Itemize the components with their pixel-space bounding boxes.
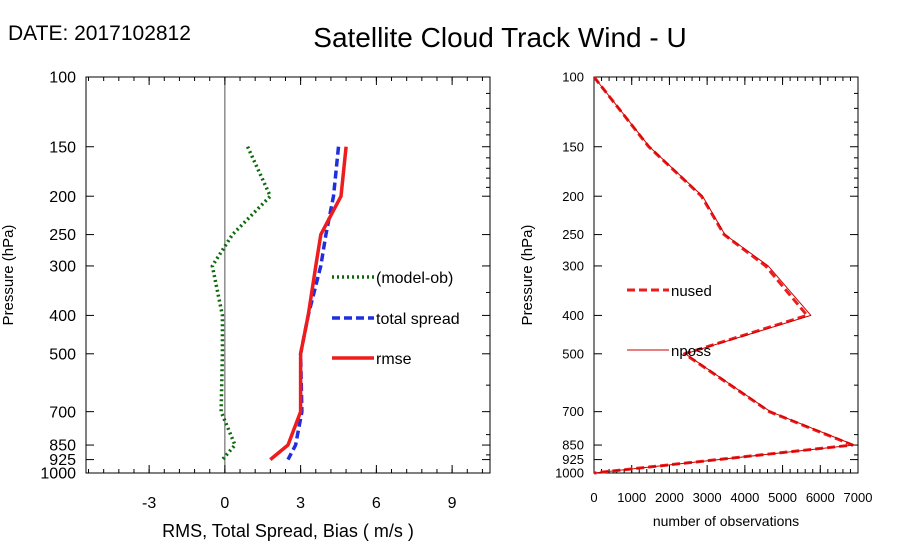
plot-frame [593,76,859,474]
x-tick-label: 3 [296,495,305,512]
x-tick-label: 9 [448,495,457,512]
legend-label: rmse [376,351,412,368]
y-tick-label: 300 [49,259,76,276]
y-tick-label: 150 [562,139,584,154]
y-axis-label: Pressure (hPa) [519,225,536,326]
y-tick-label: 400 [562,308,584,323]
plot-frame [85,76,491,474]
series-line-nused [592,76,854,475]
series-line-nposs [593,76,855,474]
x-tick-label: 3000 [693,490,722,505]
x-axis-label: number of observations [653,513,799,529]
y-tick-label: 250 [49,227,76,244]
series-line-rmse [269,146,348,461]
y-tick-label: 1000 [555,466,584,481]
y-tick-label: 100 [49,70,76,87]
legend-label: (model-ob) [376,270,453,287]
legend-label: total spread [376,311,460,328]
x-tick-label: 1000 [617,490,646,505]
y-tick-label: 150 [49,139,76,156]
y-tick-label: 200 [49,189,76,206]
chart-title: Satellite Cloud Track Wind - U [313,22,687,53]
x-tick-label: 2000 [655,490,684,505]
y-tick-label: 850 [49,438,76,455]
y-tick-label: 500 [562,346,584,361]
y-tick-label: 200 [562,189,584,204]
y-tick-label: 850 [562,438,584,453]
x-tick-label: 6000 [806,490,835,505]
x-tick-label: 7000 [844,490,873,505]
y-axis-label: Pressure (hPa) [0,225,17,326]
y-tick-label: 925 [562,452,584,467]
y-tick-label: 925 [49,452,76,469]
y-tick-label: 250 [562,227,584,242]
y-tick-label: 300 [562,258,584,273]
x-tick-label: 5000 [768,490,797,505]
x-axis-label: RMS, Total Spread, Bias ( m/s ) [162,521,414,541]
x-tick-label: 6 [372,495,381,512]
x-tick-label: 4000 [730,490,759,505]
series-line-total-spread [286,146,341,461]
date-label: DATE: 2017102812 [8,22,191,45]
legend-label: nused [671,283,712,300]
y-tick-label: 700 [562,404,584,419]
x-tick-label: -3 [142,495,156,512]
y-tick-label: 400 [49,308,76,325]
x-tick-label: 0 [220,495,229,512]
y-tick-label: 500 [49,346,76,363]
legend-label: nposs [671,343,711,360]
y-tick-label: 100 [562,70,584,85]
y-tick-label: 700 [49,404,76,421]
series-line-model-ob [210,145,273,461]
x-tick-label: 0 [590,490,597,505]
y-tick-label: 1000 [40,466,76,483]
